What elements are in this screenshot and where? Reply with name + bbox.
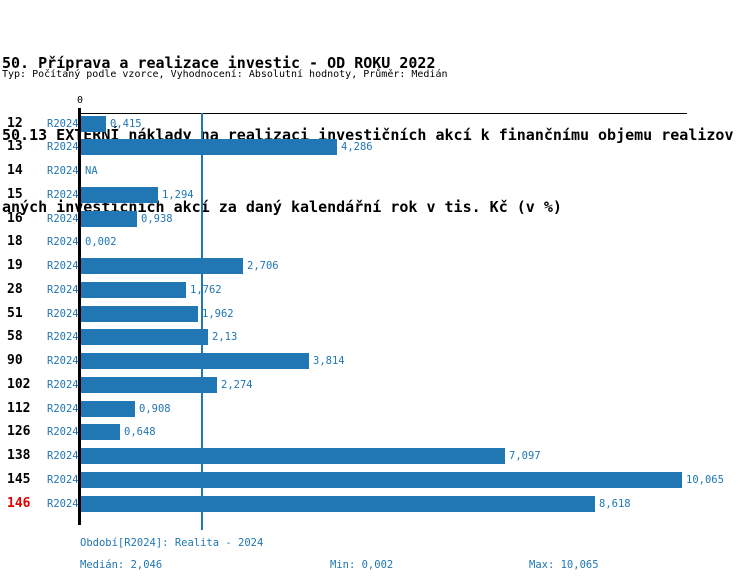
bar (81, 377, 217, 393)
footer-max: Max: 10,065 (529, 559, 599, 571)
zero-tick-label: 0 (76, 95, 84, 106)
bar-value-label: 0,002 (85, 236, 117, 248)
row-id-label: 146 (7, 496, 31, 511)
row-period-label: R2024 (47, 355, 79, 367)
bar (81, 353, 309, 369)
bar-value-label: 1,962 (202, 308, 234, 320)
row-period-label: R2024 (47, 331, 79, 343)
bar (81, 448, 505, 464)
row-period-label: R2024 (47, 118, 79, 130)
row-period-label: R2024 (47, 260, 79, 272)
bar (81, 424, 120, 440)
bar-value-label: 10,065 (686, 474, 724, 486)
bar-value-label: 3,814 (313, 355, 345, 367)
bar-value-label: 0,648 (124, 426, 156, 438)
row-id-label: 14 (7, 163, 23, 178)
bar-value-label: 7,097 (509, 450, 541, 462)
row-id-label: 102 (7, 377, 31, 392)
row-id-label: 13 (7, 139, 23, 154)
row-id-label: 12 (7, 116, 23, 131)
row-id-label: 90 (7, 353, 23, 368)
bar (81, 116, 106, 132)
row-id-label: 15 (7, 187, 23, 202)
row-period-label: R2024 (47, 308, 79, 320)
bar-value-label: 2,706 (247, 260, 279, 272)
row-period-label: R2024 (47, 450, 79, 462)
x-axis-line (80, 113, 687, 114)
bar-value-label: 0,415 (110, 118, 142, 130)
bar-value-label: 8,618 (599, 498, 631, 510)
row-period-label: R2024 (47, 474, 79, 486)
chart-title: 50. Příprava a realizace investic - OD R… (2, 3, 734, 267)
row-id-label: 138 (7, 448, 31, 463)
y-axis-line (78, 108, 81, 525)
row-period-label: R2024 (47, 141, 79, 153)
row-period-label: R2024 (47, 165, 79, 177)
row-id-label: 58 (7, 329, 23, 344)
row-period-label: R2024 (47, 403, 79, 415)
bar (81, 496, 595, 512)
row-id-label: 112 (7, 401, 31, 416)
row-id-label: 28 (7, 282, 23, 297)
bar-value-label: 4,286 (341, 141, 373, 153)
bar (81, 329, 208, 345)
bar (81, 282, 186, 298)
bar-value-label: NA (85, 165, 98, 177)
bar (81, 401, 135, 417)
bar-value-label: 2,13 (212, 331, 238, 343)
bar (81, 472, 682, 488)
row-period-label: R2024 (47, 284, 79, 296)
bar-value-label: 2,274 (221, 379, 253, 391)
row-period-label: R2024 (47, 213, 79, 225)
title-line-2: 50.13 EXTERNÍ náklady na realizaci inves… (2, 126, 734, 144)
bar (81, 258, 243, 274)
title-line-3: aných investičních akcí za daný kalendář… (2, 198, 562, 216)
row-id-label: 19 (7, 258, 23, 273)
row-period-label: R2024 (47, 426, 79, 438)
median-line (201, 113, 204, 530)
footer-min: Min: 0,002 (330, 559, 394, 571)
row-period-label: R2024 (47, 236, 79, 248)
row-period-label: R2024 (47, 379, 79, 391)
bar-value-label: 0,908 (139, 403, 171, 415)
title-line-1: 50. Příprava a realizace investic - OD R… (2, 54, 436, 72)
row-id-label: 145 (7, 472, 31, 487)
bar-value-label: 0,938 (141, 213, 173, 225)
bar (81, 211, 137, 227)
bar-value-label: 1,294 (162, 189, 194, 201)
bar (81, 139, 337, 155)
row-period-label: R2024 (47, 189, 79, 201)
bar-value-label: 1,762 (190, 284, 222, 296)
row-id-label: 18 (7, 234, 23, 249)
chart-subtitle: Typ: Počítaný podle vzorce, Vyhodnocení:… (2, 69, 448, 80)
row-period-label: R2024 (47, 498, 79, 510)
row-id-label: 16 (7, 211, 23, 226)
row-id-label: 126 (7, 424, 31, 439)
bar (81, 306, 198, 322)
row-id-label: 51 (7, 306, 23, 321)
footer-period: Období[R2024]: Realita - 2024 (80, 537, 264, 549)
footer-median: Medián: 2,046 (80, 559, 163, 571)
bar (81, 187, 158, 203)
